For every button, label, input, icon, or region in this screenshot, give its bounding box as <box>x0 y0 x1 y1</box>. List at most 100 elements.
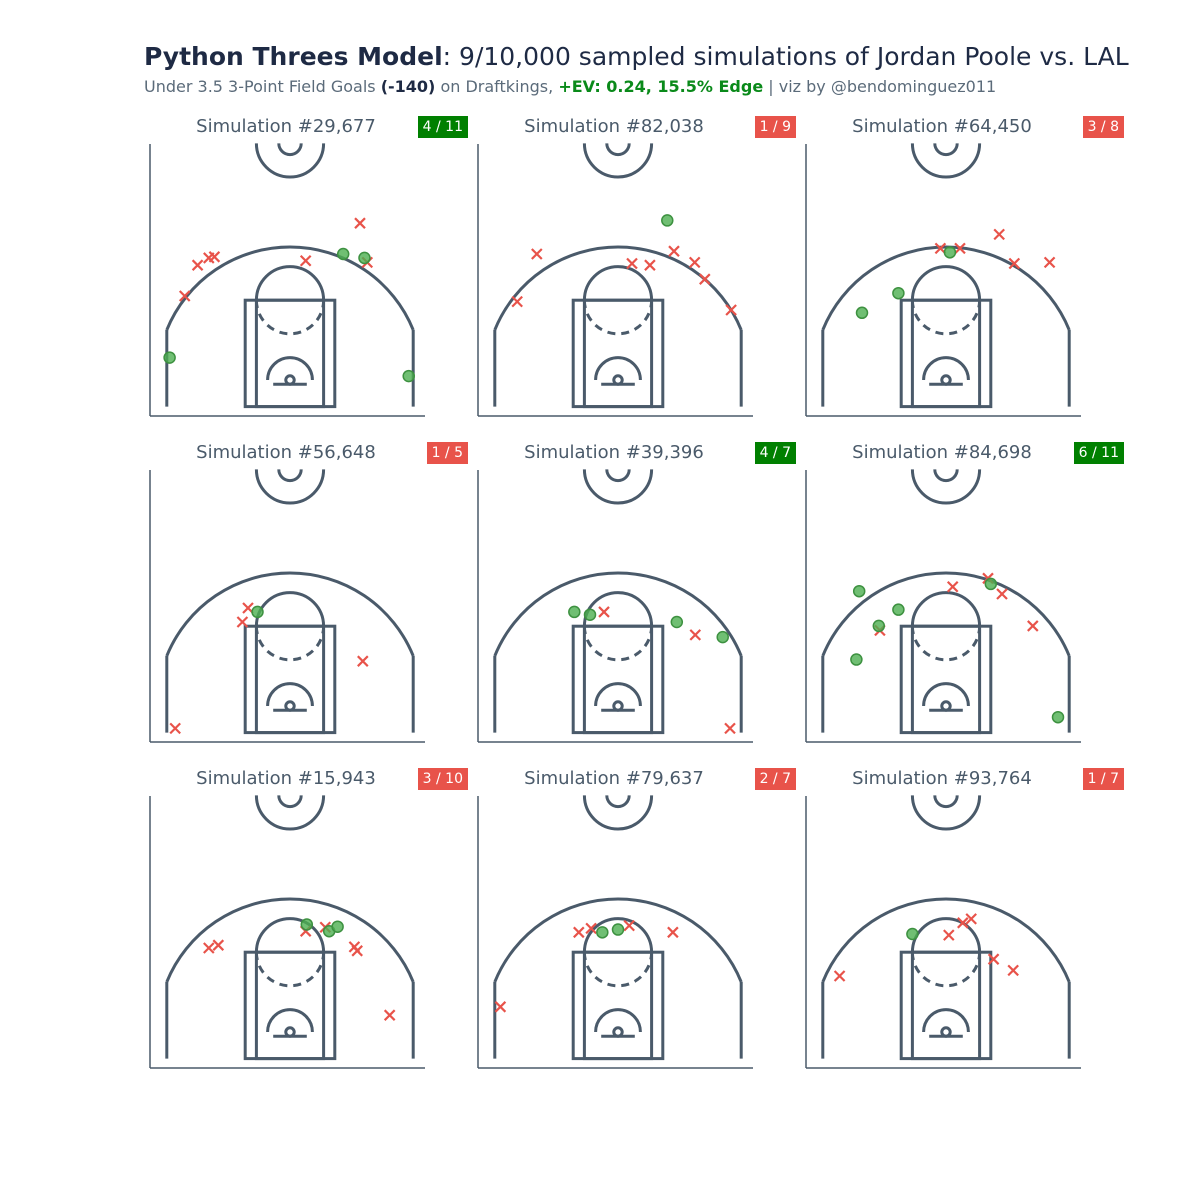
center-circle-outer <box>910 143 982 179</box>
simulation-panel: Simulation #56,648 1 / 5 <box>149 440 468 750</box>
made-shot-mark <box>716 630 729 644</box>
missed-shot-mark <box>357 655 369 667</box>
center-circle-inner <box>277 143 303 157</box>
simulation-panel: Simulation #82,038 1 / 9 <box>477 114 796 424</box>
made-shot-mark <box>906 927 919 941</box>
free-throw-bottom <box>582 300 654 336</box>
restricted-arc <box>922 1008 970 1033</box>
free-throw-top <box>910 917 982 953</box>
made-shot-mark <box>872 619 886 633</box>
made-shot-mark <box>1051 710 1065 724</box>
paint-outer <box>243 298 337 409</box>
three-point-arc <box>493 897 743 983</box>
missed-shot-mark <box>494 1001 507 1013</box>
free-throw-bottom <box>910 626 982 662</box>
made-shot-mark <box>163 351 176 364</box>
simulation-title: Simulation #39,396 <box>524 442 704 463</box>
paint-inner <box>910 624 982 735</box>
subtitle-suffix: | viz by @bendominguez011 <box>763 77 997 96</box>
missed-shot-mark <box>993 228 1005 241</box>
court-chart <box>477 469 753 743</box>
missed-shot-mark <box>585 922 597 935</box>
missed-shot-mark <box>511 295 523 308</box>
free-throw-top <box>582 265 654 301</box>
made-shot-mark <box>300 918 314 931</box>
paint-inner <box>582 950 654 1061</box>
paint-outer <box>899 624 993 735</box>
missed-shot-mark <box>1027 620 1039 632</box>
court-lines <box>805 143 1081 417</box>
center-circle-inner <box>933 795 959 809</box>
paint-outer <box>571 624 665 735</box>
page-title: Python Threes Model: 9/10,000 sampled si… <box>144 42 1129 71</box>
makes-attempts-badge: 6 / 11 <box>1073 442 1124 464</box>
paint-inner <box>254 950 326 1061</box>
free-throw-bottom <box>910 300 982 336</box>
free-throw-top <box>910 265 982 301</box>
made-shot-mark <box>331 920 344 933</box>
center-circle-outer <box>254 143 326 179</box>
restricted-arc <box>922 682 970 707</box>
missed-shot-mark <box>351 945 363 957</box>
restricted-arc <box>594 356 642 381</box>
simulation-title: Simulation #93,764 <box>852 768 1032 789</box>
missed-shot-mark <box>689 629 702 641</box>
paint-outer <box>571 298 665 409</box>
made-shot-mark <box>943 246 957 259</box>
simulation-title: Simulation #29,677 <box>196 116 376 137</box>
simulation-panel: Simulation #93,764 1 / 7 <box>805 766 1124 1076</box>
center-circle-outer <box>254 795 326 831</box>
made-shot-mark <box>984 577 998 591</box>
simulation-panel: Simulation #29,677 4 / 11 <box>149 114 468 424</box>
center-circle-outer <box>582 143 654 179</box>
court-chart <box>149 143 425 417</box>
makes-attempts-badge: 3 / 10 <box>417 768 468 790</box>
missed-shot-mark <box>957 917 969 929</box>
center-circle-outer <box>582 795 654 831</box>
simulation-title: Simulation #84,698 <box>852 442 1032 463</box>
paint-inner <box>910 298 982 409</box>
paint-inner <box>254 624 326 735</box>
three-point-arc <box>165 571 415 657</box>
simulation-panel: Simulation #79,637 2 / 7 <box>477 766 796 1076</box>
free-throw-top <box>582 917 654 953</box>
free-throw-bottom <box>582 626 654 662</box>
hoop <box>284 374 296 386</box>
center-circle-inner <box>605 795 631 809</box>
made-shot-mark <box>568 605 581 619</box>
paint-outer <box>243 624 337 735</box>
hoop <box>940 1026 952 1038</box>
restricted-arc <box>266 1008 314 1033</box>
subtitle-prefix: Under 3.5 3-Point Field Goals <box>144 77 381 96</box>
missed-shot-mark <box>178 290 191 302</box>
missed-shot-mark <box>203 942 215 954</box>
free-throw-bottom <box>582 952 654 988</box>
made-shot-mark <box>402 369 415 383</box>
missed-shot-mark <box>208 251 221 263</box>
missed-shot-mark <box>383 1009 396 1021</box>
missed-shot-mark <box>644 259 656 271</box>
restricted-arc <box>922 356 970 381</box>
three-point-arc <box>493 571 743 657</box>
paint-inner <box>254 298 326 409</box>
simulation-title: Simulation #56,648 <box>196 442 376 463</box>
paint-inner <box>582 298 654 409</box>
paint-inner <box>582 624 654 735</box>
made-shot-mark <box>661 214 674 227</box>
simulation-panel: Simulation #39,396 4 / 7 <box>477 440 796 750</box>
makes-attempts-badge: 4 / 11 <box>417 116 468 138</box>
makes-attempts-badge: 2 / 7 <box>754 768 796 790</box>
restricted-arc <box>266 356 314 381</box>
subtitle-odds: (-140) <box>380 77 436 96</box>
court-chart <box>149 469 425 743</box>
missed-shot-mark <box>1008 257 1021 270</box>
missed-shot-mark <box>667 926 679 939</box>
paint-inner <box>910 950 982 1061</box>
made-shot-mark <box>670 615 684 629</box>
free-throw-bottom <box>254 952 326 988</box>
restricted-arc <box>594 1008 642 1033</box>
court-lines <box>477 469 753 743</box>
missed-shot-mark <box>598 606 610 618</box>
missed-shot-mark <box>996 588 1008 600</box>
missed-shot-mark <box>699 273 711 285</box>
